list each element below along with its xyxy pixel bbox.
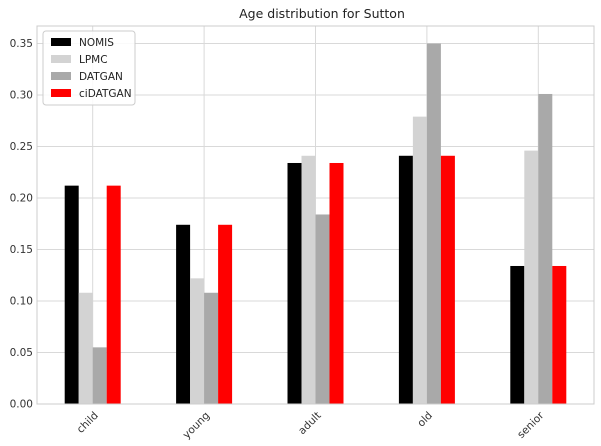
bar-cidatgan-old [440, 155, 455, 404]
bar-nomis-child [64, 185, 79, 404]
bar-datgan-adult [315, 214, 330, 404]
legend-swatch [51, 72, 71, 80]
bar-datgan-child [92, 347, 107, 404]
x-tick-label: child [75, 410, 101, 436]
x-tick-label: young [181, 410, 213, 442]
x-tick-label: adult [296, 410, 323, 437]
bar-datgan-old [426, 43, 441, 405]
bar-nomis-young [176, 224, 191, 404]
y-tick-label: 0.05 [10, 347, 33, 359]
bar-cidatgan-senior [552, 265, 567, 404]
y-tick-label: 0.10 [10, 296, 33, 308]
bar-nomis-adult [287, 162, 302, 404]
bar-lpmc-adult [301, 155, 316, 404]
x-tick-label: old [415, 410, 435, 430]
bar-nomis-senior [510, 265, 525, 404]
legend-label: LPMC [79, 54, 108, 66]
bar-cidatgan-young [218, 224, 233, 404]
legend-swatch [51, 38, 71, 46]
x-tick-label: senior [515, 409, 547, 441]
y-tick-label: 0.30 [10, 90, 33, 102]
chart-title: Age distribution for Sutton [239, 6, 405, 21]
plot-frame [36, 25, 595, 405]
legend: NOMIS LPMC DATGAN ciDATGAN [42, 30, 136, 106]
bar-lpmc-old [412, 116, 427, 404]
bar-nomis-old [398, 155, 413, 404]
bar-datgan-young [204, 292, 219, 404]
bar-lpmc-child [78, 292, 93, 404]
bar-cidatgan-adult [329, 162, 344, 404]
legend-label: DATGAN [79, 71, 123, 83]
legend-swatch [51, 55, 71, 63]
y-tick-label: 0.00 [10, 399, 33, 411]
bar-cidatgan-child [106, 185, 121, 404]
legend-box [42, 30, 136, 106]
y-tick-label: 0.35 [10, 38, 33, 50]
bar-datgan-senior [538, 93, 553, 404]
bar-lpmc-young [190, 278, 205, 404]
y-tick-label: 0.15 [10, 244, 33, 256]
y-tick-label: 0.25 [10, 141, 33, 153]
y-tick-label: 0.20 [10, 193, 33, 205]
bars [64, 43, 567, 405]
bar-lpmc-senior [524, 150, 539, 404]
legend-label: NOMIS [79, 37, 114, 49]
legend-label: ciDATGAN [79, 88, 132, 100]
legend-swatch [51, 89, 71, 97]
